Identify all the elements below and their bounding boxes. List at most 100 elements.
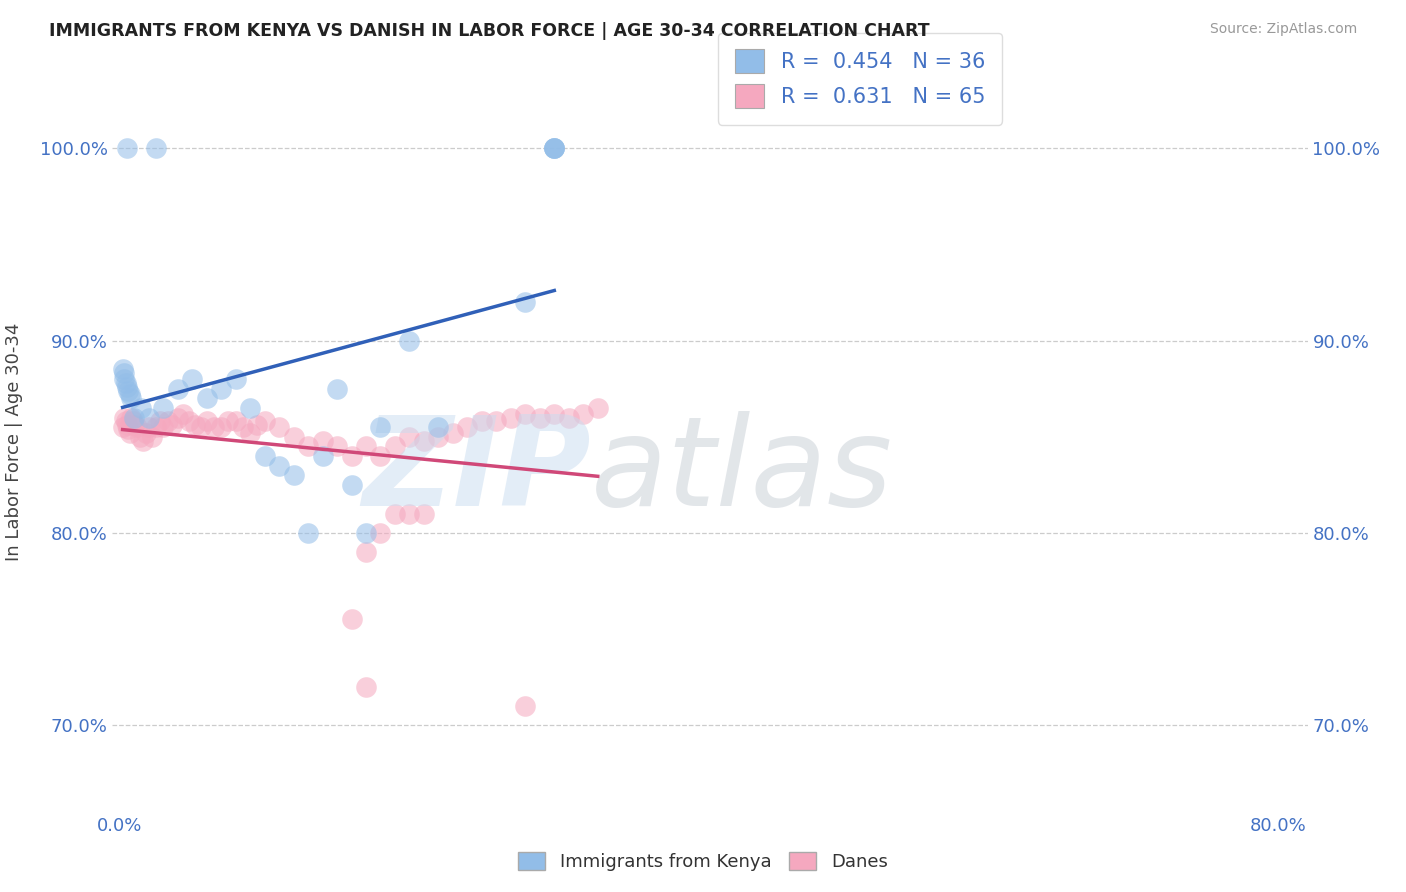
Point	[112, 372, 135, 386]
Point	[297, 525, 319, 540]
Point	[127, 420, 149, 434]
Point	[253, 449, 276, 463]
Point	[195, 391, 218, 405]
Point	[370, 449, 392, 463]
Point	[122, 418, 145, 433]
Point	[456, 420, 478, 434]
Point	[111, 362, 134, 376]
Point	[120, 391, 142, 405]
Point	[499, 410, 522, 425]
Point	[225, 414, 247, 428]
Point	[117, 384, 139, 398]
Point	[354, 545, 377, 559]
Point	[311, 434, 333, 448]
Point	[184, 418, 207, 433]
Point	[172, 407, 194, 421]
Point	[118, 425, 141, 440]
Point	[471, 414, 494, 428]
Point	[160, 418, 183, 433]
Point	[129, 430, 152, 444]
Point	[145, 420, 167, 434]
Point	[135, 425, 157, 440]
Point	[149, 414, 172, 428]
Point	[217, 414, 239, 428]
Point	[195, 414, 218, 428]
Point	[427, 430, 450, 444]
Point	[558, 410, 581, 425]
Point	[485, 414, 508, 428]
Point	[138, 410, 160, 425]
Point	[111, 420, 134, 434]
Point	[181, 372, 204, 386]
Point	[131, 401, 153, 415]
Point	[297, 439, 319, 453]
Point	[354, 680, 377, 694]
Point	[311, 449, 333, 463]
Point	[232, 420, 254, 434]
Point	[543, 141, 565, 155]
Point	[543, 141, 565, 155]
Point	[166, 410, 188, 425]
Point	[354, 525, 377, 540]
Point	[340, 612, 363, 626]
Point	[326, 382, 349, 396]
Point	[239, 401, 262, 415]
Point	[202, 420, 225, 434]
Point	[354, 439, 377, 453]
Point	[340, 449, 363, 463]
Point	[253, 414, 276, 428]
Point	[398, 430, 420, 444]
Point	[267, 458, 290, 473]
Point	[246, 418, 269, 433]
Point	[112, 410, 135, 425]
Point	[267, 420, 290, 434]
Point	[141, 430, 163, 444]
Point	[326, 439, 349, 453]
Point	[118, 387, 141, 401]
Point	[152, 420, 174, 434]
Text: IMMIGRANTS FROM KENYA VS DANISH IN LABOR FORCE | AGE 30-34 CORRELATION CHART: IMMIGRANTS FROM KENYA VS DANISH IN LABOR…	[49, 22, 929, 40]
Point	[543, 141, 565, 155]
Point	[239, 425, 262, 440]
Point	[121, 414, 143, 428]
Point	[515, 295, 537, 310]
Point	[384, 439, 406, 453]
Point	[340, 478, 363, 492]
Point	[515, 698, 537, 713]
Point	[413, 434, 436, 448]
Point	[209, 420, 232, 434]
Point	[115, 141, 138, 155]
Text: atlas: atlas	[591, 410, 893, 532]
Point	[114, 376, 136, 390]
Point	[384, 507, 406, 521]
Point	[120, 410, 142, 425]
Point	[572, 407, 595, 421]
Legend: Immigrants from Kenya, Danes: Immigrants from Kenya, Danes	[510, 845, 896, 879]
Point	[190, 420, 212, 434]
Point	[370, 525, 392, 540]
Point	[115, 380, 138, 394]
Point	[132, 434, 155, 448]
Point	[543, 141, 565, 155]
Point	[398, 507, 420, 521]
Point	[122, 410, 145, 425]
Point	[225, 372, 247, 386]
Point	[283, 430, 305, 444]
Point	[112, 366, 135, 380]
Point	[370, 420, 392, 434]
Point	[166, 382, 188, 396]
Point	[586, 401, 609, 415]
Point	[179, 414, 201, 428]
Point	[156, 414, 179, 428]
Point	[115, 418, 138, 433]
Y-axis label: In Labor Force | Age 30-34: In Labor Force | Age 30-34	[6, 322, 22, 561]
Point	[441, 425, 464, 440]
Text: Source: ZipAtlas.com: Source: ZipAtlas.com	[1209, 22, 1357, 37]
Point	[145, 141, 167, 155]
Point	[283, 468, 305, 483]
Point	[529, 410, 551, 425]
Point	[138, 420, 160, 434]
Point	[413, 507, 436, 521]
Text: ZIP: ZIP	[361, 410, 591, 532]
Point	[543, 407, 565, 421]
